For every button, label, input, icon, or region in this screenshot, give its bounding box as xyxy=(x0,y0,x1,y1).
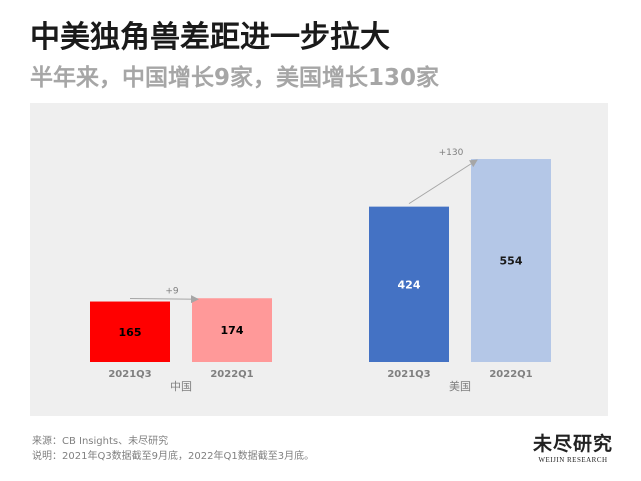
source-note: 来源：CB Insights、未尽研究 xyxy=(32,436,169,447)
bar-2021Q3 xyxy=(369,206,449,362)
chart-footer: 来源：CB Insights、未尽研究 说明：2021年Q3数据截至9月底，20… xyxy=(32,434,314,464)
logo-text: 未尽研究 xyxy=(532,433,613,455)
bar-chart: 165 2021Q3 174 2022Q1 中国 +9 424 2021Q3 554 2022Q1… xyxy=(90,148,551,393)
page-subtitle: 半年来，中国增长9家，美国增长130家 xyxy=(30,65,440,91)
increase-label: +9 xyxy=(165,287,179,297)
bar-2022Q1 xyxy=(471,159,551,362)
x-tick-label: 2022Q1 xyxy=(210,369,253,380)
increase-arrow xyxy=(408,159,478,205)
logo-subtext: WEIJIN RESEARCH xyxy=(538,456,608,464)
bar-value-label: 554 xyxy=(500,255,523,268)
bar-value-label: 174 xyxy=(221,324,244,337)
data-note: 说明：2021年Q3数据截至9月底，2022年Q1数据截至3月底。 xyxy=(32,451,315,462)
bar-value-label: 165 xyxy=(119,326,142,339)
x-tick-label: 2021Q3 xyxy=(387,369,430,380)
group-label: 中国 xyxy=(170,380,192,393)
chart-panel: 165 2021Q3 174 2022Q1 中国 +9 424 2021Q3 554 2022Q1… xyxy=(30,103,608,416)
group-label: 美国 xyxy=(449,380,471,393)
x-tick-label: 2021Q3 xyxy=(108,369,151,380)
x-tick-label: 2022Q1 xyxy=(489,369,532,380)
brand-logo: 未尽研究 WEIJIN RESEARCH xyxy=(529,433,617,465)
page-title: 中美独角兽差距进一步拉大 xyxy=(30,20,390,55)
increase-label: +130 xyxy=(439,148,464,158)
bar-value-label: 424 xyxy=(398,278,421,291)
increase-arrow xyxy=(129,295,199,304)
bar-2021Q3 xyxy=(90,301,170,362)
bar-2022Q1 xyxy=(192,298,272,362)
